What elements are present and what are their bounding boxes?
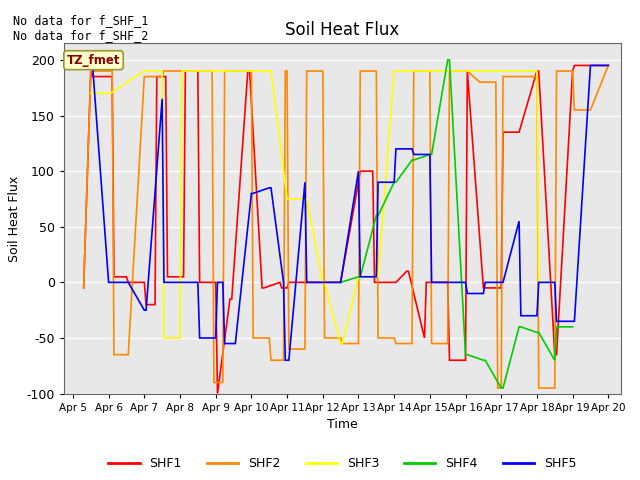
X-axis label: Time: Time (327, 418, 358, 431)
Text: No data for f_SHF_1
No data for f_SHF_2: No data for f_SHF_1 No data for f_SHF_2 (13, 14, 148, 42)
Y-axis label: Soil Heat Flux: Soil Heat Flux (8, 175, 21, 262)
Text: TZ_fmet: TZ_fmet (67, 54, 120, 67)
Legend: SHF1, SHF2, SHF3, SHF4, SHF5: SHF1, SHF2, SHF3, SHF4, SHF5 (103, 453, 582, 475)
Title: Soil Heat Flux: Soil Heat Flux (285, 21, 399, 39)
